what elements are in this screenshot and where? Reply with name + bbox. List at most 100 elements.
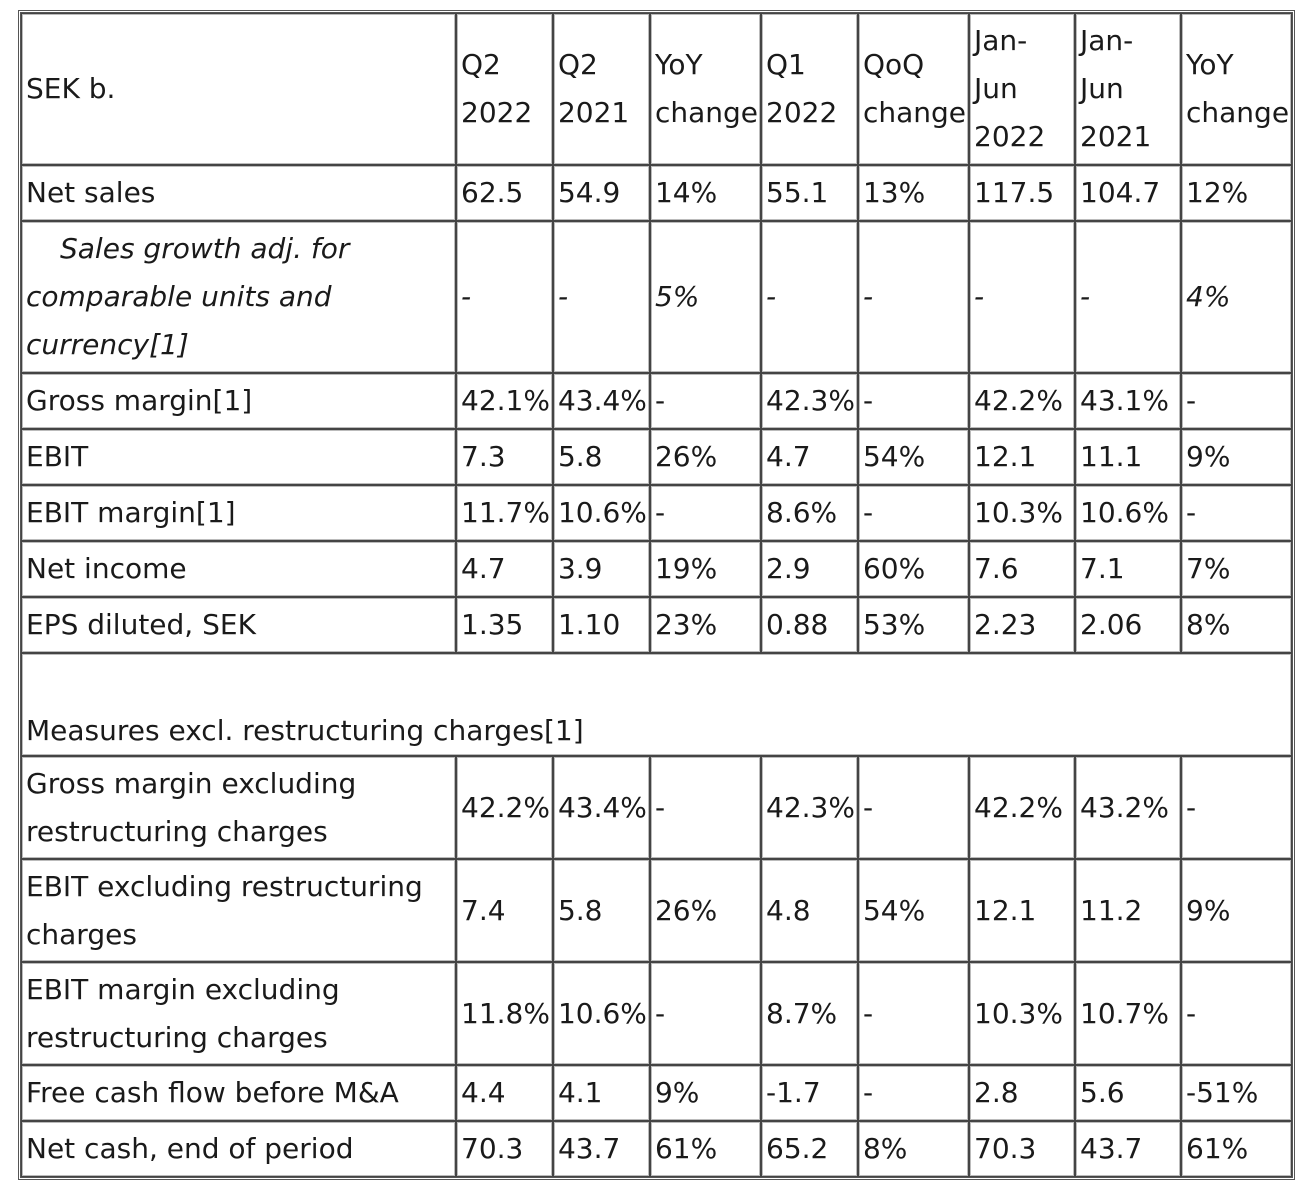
table-row: EBIT margin[1] 11.7% 10.6% - 8.6% - 10.3… (21, 485, 1293, 541)
table-cell: - (649, 485, 761, 541)
table-cell: 10.7% (1075, 962, 1181, 1065)
table-cell: 42.2% (456, 756, 553, 859)
table-cell: 2.8 (969, 1065, 1075, 1121)
table-cell: 5.8 (552, 429, 650, 485)
table-cell: 10.3% (969, 962, 1075, 1065)
col-header-jan-jun-2021: Jan- Jun 2021 (1075, 13, 1181, 165)
table-cell: - (456, 221, 553, 373)
table-row: Net income 4.7 3.9 19% 2.9 60% 7.6 7.1 7… (21, 541, 1293, 597)
table-row: Free cash flow before M&A 4.4 4.1 9% -1.… (21, 1065, 1293, 1121)
table-cell: 26% (649, 859, 761, 962)
table-cell: 117.5 (969, 165, 1075, 221)
row-label: Gross margin[1] (21, 373, 456, 429)
table-cell: - (761, 221, 858, 373)
row-label: Gross margin excluding restructuring cha… (21, 756, 456, 859)
table-cell: 9% (1181, 429, 1293, 485)
table-row: EPS diluted, SEK 1.35 1.10 23% 0.88 53% … (21, 597, 1293, 653)
table-cell: -1.7 (761, 1065, 858, 1121)
row-label: EBIT excluding restructuring charges (21, 859, 456, 962)
table-cell: 12% (1181, 165, 1293, 221)
table-cell: 4.8 (761, 859, 858, 962)
table-cell: 42.3% (761, 756, 858, 859)
section-title: Measures excl. restructuring charges[1] (21, 653, 1293, 756)
table-cell: 7.3 (456, 429, 553, 485)
col-header-qoq-change: QoQ change (857, 13, 969, 165)
table-cell: 10.6% (552, 485, 650, 541)
table-cell: 4.7 (761, 429, 858, 485)
col-header-q2-2022: Q2 2022 (456, 13, 553, 165)
table-cell: - (1181, 373, 1293, 429)
table-cell: 19% (649, 541, 761, 597)
table-cell: - (857, 1065, 969, 1121)
table-cell: 11.8% (456, 962, 553, 1065)
table-cell: 54% (857, 859, 969, 962)
table-cell: 8% (1181, 597, 1293, 653)
table-cell: 7.1 (1075, 541, 1181, 597)
table-cell: 43.4% (552, 756, 650, 859)
table-cell: 2.9 (761, 541, 858, 597)
table-row: Net cash, end of period 70.3 43.7 61% 65… (21, 1121, 1293, 1177)
table-cell: 65.2 (761, 1121, 858, 1177)
table-cell: - (857, 221, 969, 373)
table-cell: 4.1 (552, 1065, 650, 1121)
table-cell: 42.2% (969, 756, 1075, 859)
table-cell: 12.1 (969, 429, 1075, 485)
table-cell: 4% (1181, 221, 1293, 373)
table-cell: 12.1 (969, 859, 1075, 962)
table-cell: 62.5 (456, 165, 553, 221)
table-cell: 13% (857, 165, 969, 221)
col-header-q2-2021: Q2 2021 (552, 13, 650, 165)
col-header-q1-2022: Q1 2022 (761, 13, 858, 165)
corner-label: SEK b. (21, 13, 456, 165)
table-row: Gross margin[1] 42.1% 43.4% - 42.3% - 42… (21, 373, 1293, 429)
table-cell: 42.3% (761, 373, 858, 429)
table-row: EBIT 7.3 5.8 26% 4.7 54% 12.1 11.1 9% (21, 429, 1293, 485)
table-cell: 0.88 (761, 597, 858, 653)
table-cell: 43.1% (1075, 373, 1181, 429)
table-cell: 5.6 (1075, 1065, 1181, 1121)
table-cell: 1.10 (552, 597, 650, 653)
table-cell: - (857, 485, 969, 541)
row-label: Net income (21, 541, 456, 597)
col-header-yoy-change: YoY change (649, 13, 761, 165)
table-cell: 104.7 (1075, 165, 1181, 221)
table-cell: 11.7% (456, 485, 553, 541)
table-cell: 53% (857, 597, 969, 653)
table-cell: - (649, 756, 761, 859)
table-cell: 4.4 (456, 1065, 553, 1121)
table-cell: 10.6% (1075, 485, 1181, 541)
table-cell: 3.9 (552, 541, 650, 597)
table-cell: 8.7% (761, 962, 858, 1065)
table-cell: 9% (649, 1065, 761, 1121)
table-row: Sales growth adj. for comparable units a… (21, 221, 1293, 373)
table-cell: - (552, 221, 650, 373)
table-cell: - (1181, 485, 1293, 541)
row-label: Net sales (21, 165, 456, 221)
row-label: EPS diluted, SEK (21, 597, 456, 653)
table-cell: 43.7 (1075, 1121, 1181, 1177)
table-cell: 70.3 (456, 1121, 553, 1177)
row-label: Sales growth adj. for comparable units a… (21, 221, 456, 373)
table-cell: 1.35 (456, 597, 553, 653)
financial-table-container: SEK b. Q2 2022 Q2 2021 YoY change Q1 2022 Qo… (18, 10, 1296, 1180)
financial-summary-table: SEK b. Q2 2022 Q2 2021 YoY change Q1 2022 Qo… (18, 10, 1296, 1180)
table-cell: - (1181, 962, 1293, 1065)
table-cell: 26% (649, 429, 761, 485)
col-header-yoy-change-ytd: YoY change (1181, 13, 1293, 165)
table-cell: 2.06 (1075, 597, 1181, 653)
table-cell: - (1181, 756, 1293, 859)
table-cell: 10.3% (969, 485, 1075, 541)
table-cell: 7.6 (969, 541, 1075, 597)
row-label: Free cash flow before M&A (21, 1065, 456, 1121)
table-cell: 42.2% (969, 373, 1075, 429)
row-label: EBIT margin[1] (21, 485, 456, 541)
table-cell: - (857, 756, 969, 859)
table-cell: 43.4% (552, 373, 650, 429)
table-cell: 55.1 (761, 165, 858, 221)
table-cell: 5% (649, 221, 761, 373)
table-cell: 14% (649, 165, 761, 221)
table-cell: - (969, 221, 1075, 373)
table-cell: 54% (857, 429, 969, 485)
table-cell: 61% (1181, 1121, 1293, 1177)
table-cell: 2.23 (969, 597, 1075, 653)
